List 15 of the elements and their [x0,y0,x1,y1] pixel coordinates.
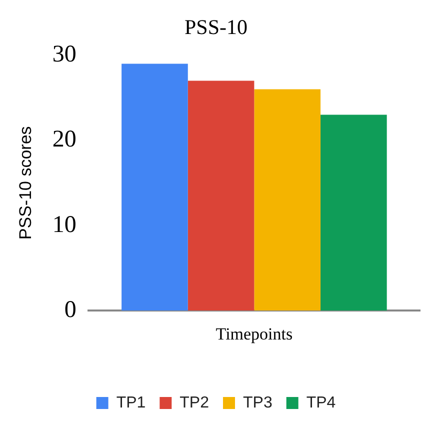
bar [122,64,188,311]
y-tick-label: 20 [52,126,76,153]
bar [188,80,254,311]
y-tick-label: 10 [52,212,76,238]
legend-label: TP3 [243,394,272,412]
y-tick-label: 30 [52,41,76,68]
bar [320,114,387,311]
y-axis-title: PSS-10 scores [16,126,35,240]
x-axis-title: Timepoints [216,324,293,344]
legend-label: TP2 [180,394,210,412]
bar [254,89,321,311]
chart-title: PSS-10 [184,15,248,40]
y-tick-label: 0 [64,296,76,323]
legend-label: TP4 [306,394,336,412]
legend-label: TP1 [116,394,146,412]
